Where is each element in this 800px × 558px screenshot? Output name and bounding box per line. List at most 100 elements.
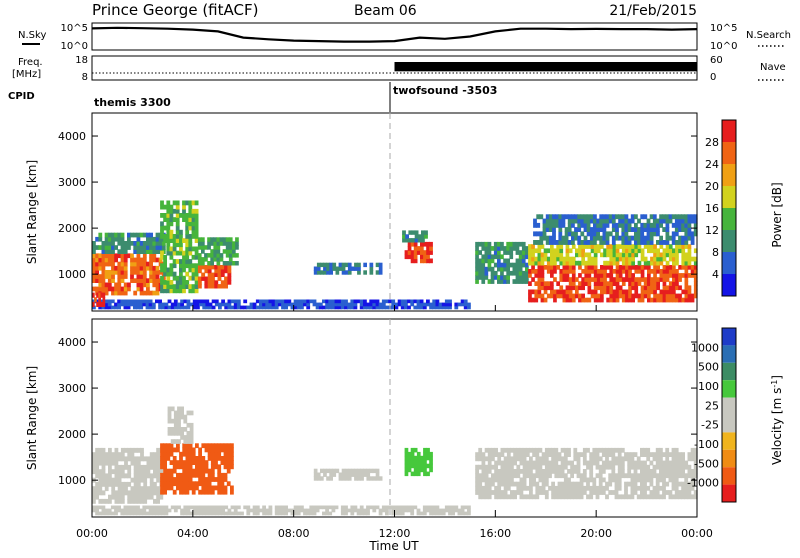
scatter-cell: [587, 260, 592, 266]
scatter-cell: [640, 252, 645, 258]
scatter-cell: [375, 302, 380, 307]
scatter-cell: [95, 505, 99, 510]
scatter-cell: [640, 289, 645, 295]
scatter-cell: [548, 452, 552, 457]
scatter-cell: [140, 473, 144, 479]
scatter-cell: [640, 240, 645, 245]
scatter-cell: [175, 238, 180, 243]
scatter-cell: [487, 241, 492, 247]
scatter-cell: [142, 302, 147, 307]
scatter-cell: [163, 254, 167, 260]
scatter-cell: [163, 225, 167, 231]
scatter-cell: [197, 280, 202, 285]
scatter-cell: [211, 284, 215, 289]
scatter-cell: [195, 481, 199, 487]
scatter-cell: [408, 230, 413, 235]
scatter-cell: [107, 270, 112, 275]
scatter-cell: [510, 473, 514, 479]
scatter-cell: [590, 277, 595, 282]
colorbar-tick-label: -1000: [687, 477, 719, 490]
scatter-cell: [562, 277, 567, 282]
scatter-cell: [216, 237, 221, 242]
scatter-cell: [281, 302, 285, 307]
scatter-cell: [210, 447, 215, 453]
colorbar-swatch: [722, 467, 736, 485]
scatter-cell: [611, 452, 616, 457]
scatter-cell: [503, 494, 508, 500]
scatter-cell: [357, 266, 361, 271]
scatter-cell: [160, 485, 164, 491]
scatter-cell: [665, 265, 670, 270]
scatter-cell: [581, 244, 585, 249]
scatter-cell: [653, 293, 657, 299]
scatter-cell: [191, 229, 196, 235]
nsearch-tick-bottom: 10^0: [710, 41, 737, 52]
scatter-cell: [606, 273, 610, 278]
scatter-cell: [693, 231, 698, 237]
scatter-cell: [612, 277, 617, 282]
scatter-cell: [357, 468, 361, 474]
scatter-cell: [506, 279, 510, 284]
scatter-cell: [562, 265, 567, 270]
scatter-cell: [567, 477, 571, 483]
scatter-cell: [426, 246, 430, 251]
scatter-cell: [565, 293, 570, 299]
scatter-cell: [182, 254, 186, 260]
scatter-cell: [313, 468, 318, 474]
scatter-cell: [236, 299, 241, 304]
scatter-cell: [290, 302, 295, 307]
scatter-cell: [182, 472, 187, 478]
scatter-cell: [662, 218, 667, 224]
scatter-cell: [152, 257, 157, 263]
scatter-cell: [659, 473, 663, 479]
scatter-cell: [600, 297, 604, 303]
scatter-cell: [255, 299, 260, 304]
scatter-cell: [624, 456, 628, 462]
scatter-cell: [98, 456, 103, 462]
scatter-cell: [519, 494, 524, 500]
scatter-cell: [98, 469, 103, 475]
scatter-cell: [674, 231, 679, 237]
scatter-cell: [634, 265, 639, 270]
scatter-cell: [96, 301, 99, 307]
scatter-cell: [544, 473, 549, 479]
scatter-cell: [185, 200, 190, 206]
scatter-cell: [114, 282, 118, 288]
scatter-cell: [175, 242, 180, 248]
scatter-cell: [579, 481, 584, 487]
scatter-cell: [126, 299, 131, 304]
scatter-cell: [189, 410, 194, 416]
scatter-cell: [169, 472, 174, 478]
scatter-cell: [183, 439, 188, 444]
scatter-cell: [567, 490, 571, 495]
scatter-cell: [199, 511, 203, 516]
scatter-cell: [350, 505, 355, 510]
scatter-cell: [290, 305, 295, 310]
scatter-cell: [140, 447, 144, 453]
scatter-cell: [693, 281, 698, 286]
scatter-cell: [582, 456, 587, 462]
scatter-cell: [681, 260, 686, 266]
scatter-cell: [637, 293, 642, 299]
scatter-cell: [98, 473, 103, 479]
scatter-cell: [426, 254, 430, 260]
scatter-cell: [618, 277, 623, 282]
scatter-cell: [662, 248, 667, 254]
scatter-cell: [693, 452, 698, 457]
scatter-cell: [563, 477, 568, 483]
scatter-cell: [640, 469, 644, 474]
scatter-cell: [678, 214, 682, 220]
scatter-cell: [531, 297, 535, 303]
scatter-cell: [576, 456, 581, 462]
scatter-cell: [221, 505, 225, 510]
scatter-cell: [646, 477, 651, 483]
scatter-cell: [546, 285, 551, 291]
scatter-cell: [674, 473, 679, 479]
scatter-cell: [586, 485, 590, 491]
scatter-cell: [463, 505, 468, 510]
scatter-cell: [133, 469, 138, 475]
scatter-cell: [650, 281, 654, 286]
scatter-cell: [163, 468, 167, 474]
scatter-cell: [665, 227, 670, 232]
scatter-cell: [665, 285, 670, 291]
